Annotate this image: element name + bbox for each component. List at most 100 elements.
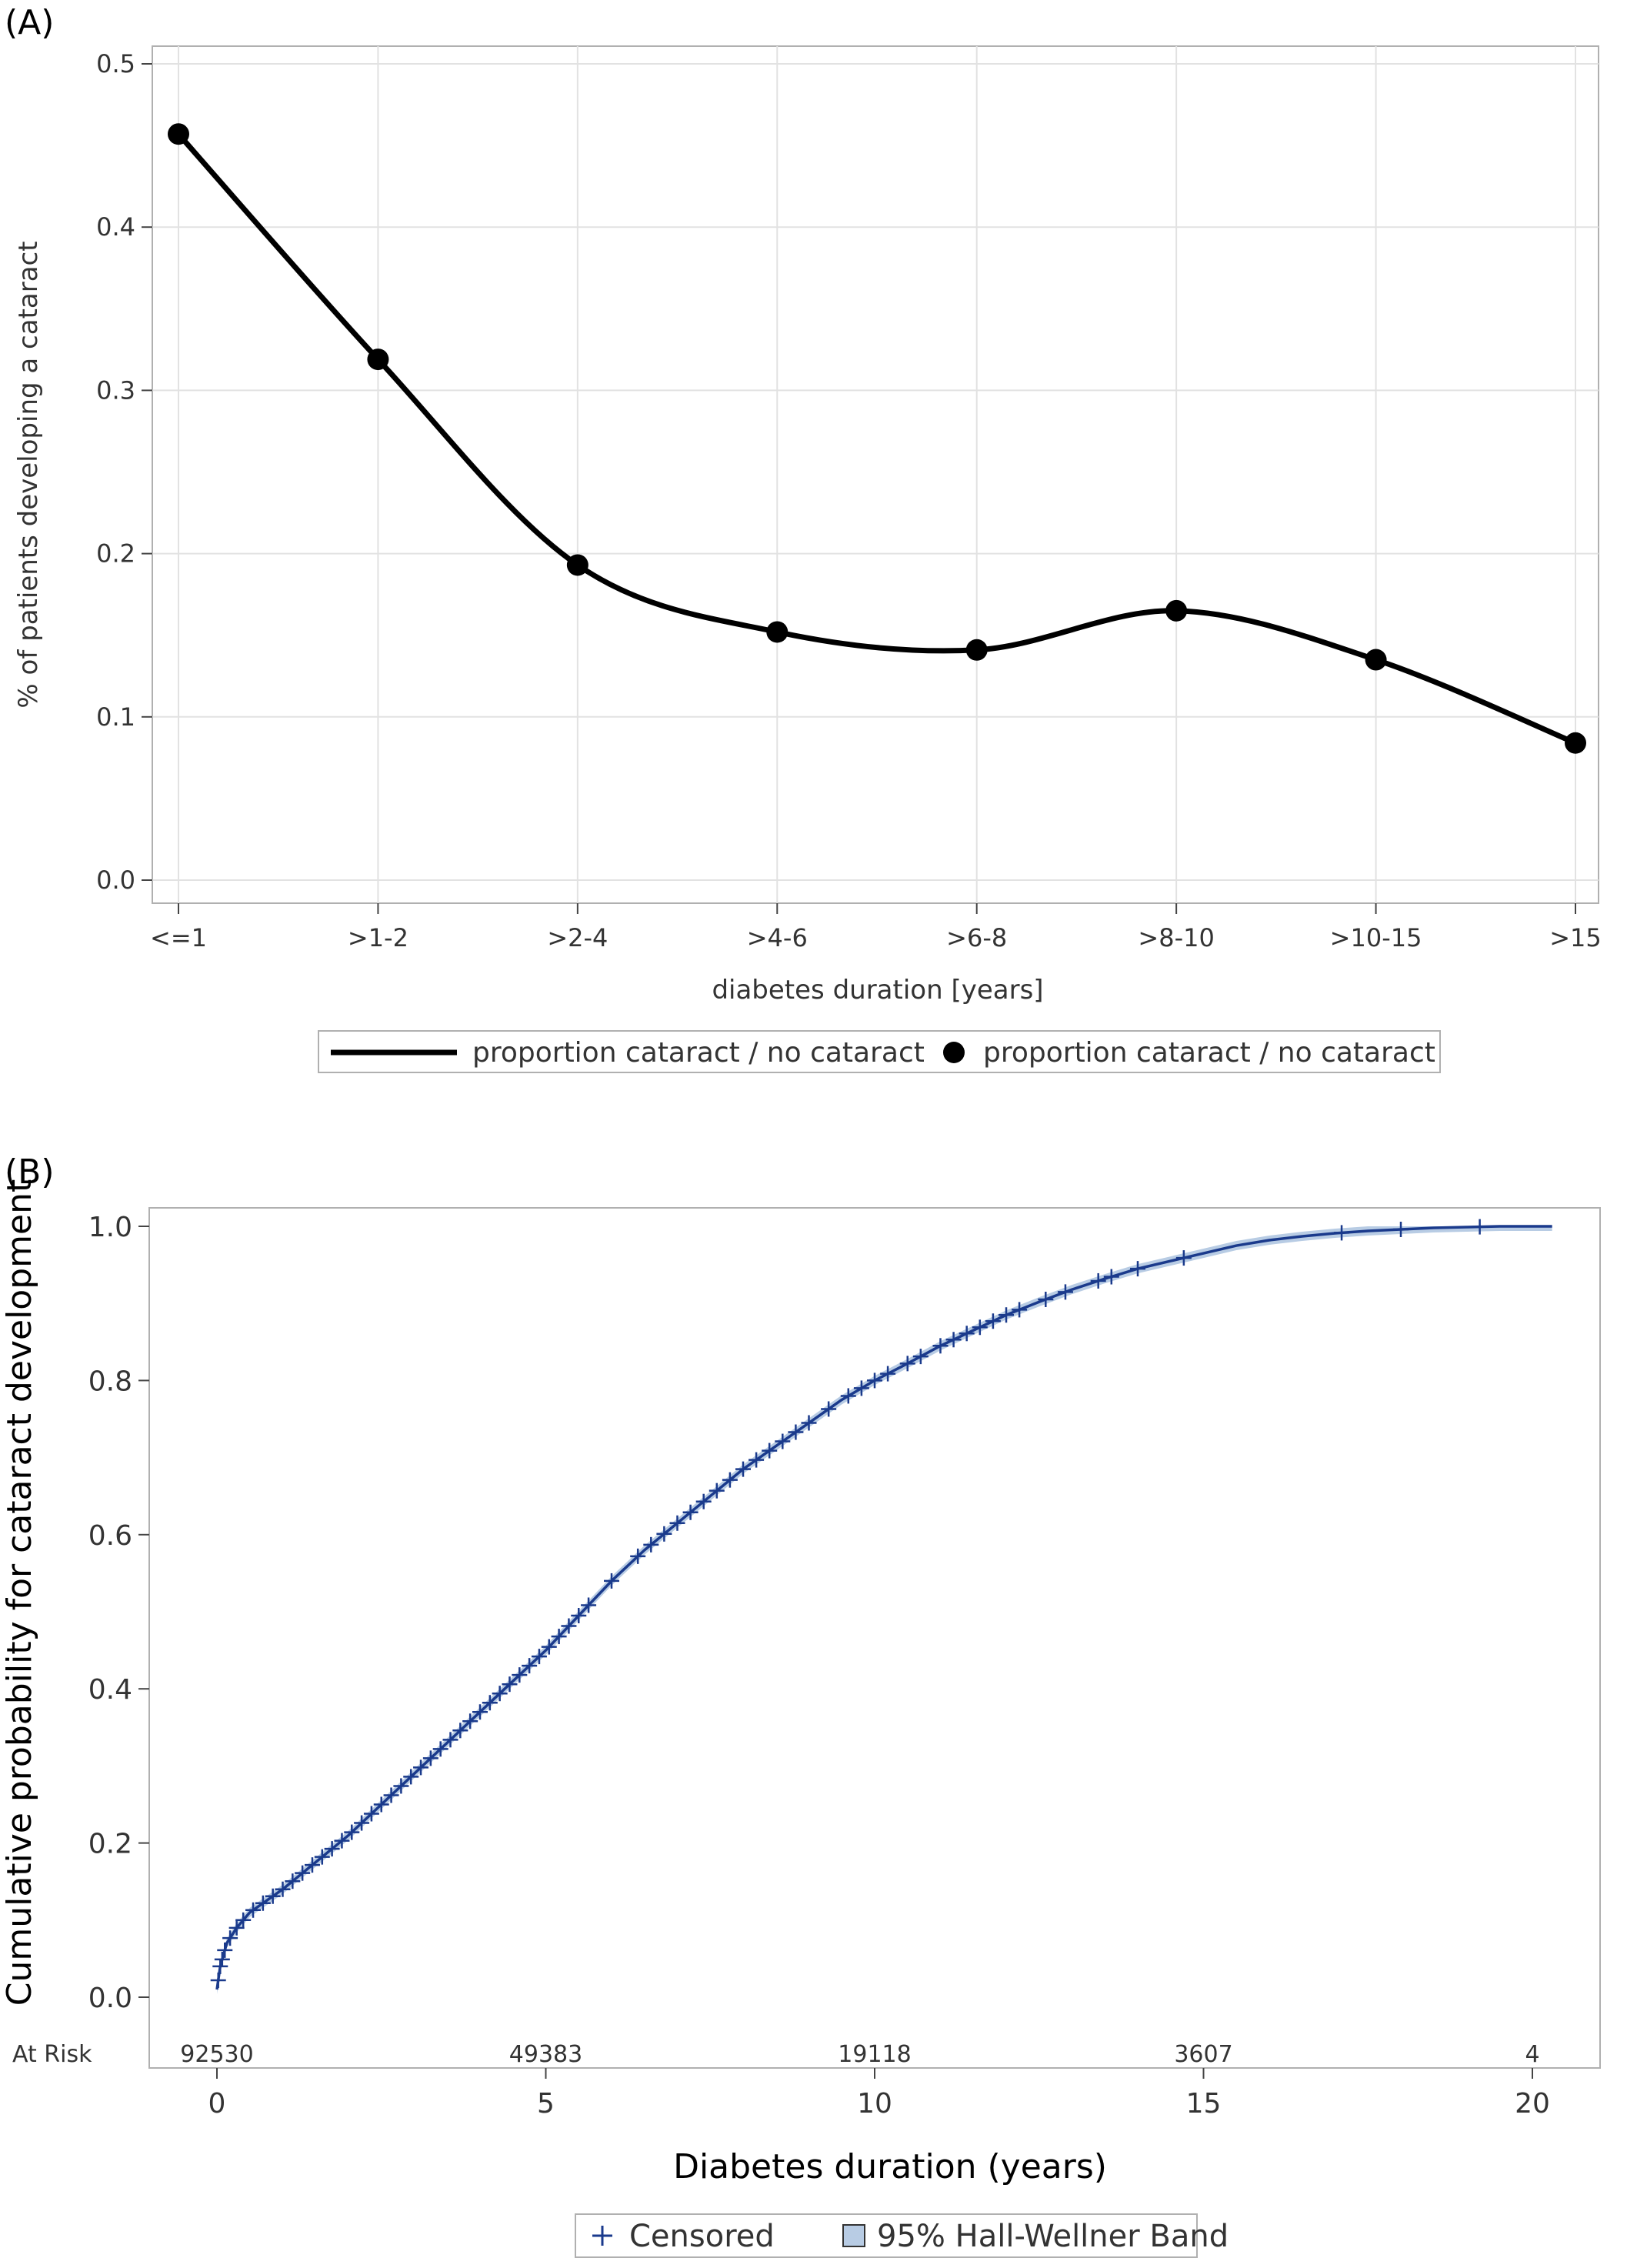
panel-a-x-tick-label: >10-15 xyxy=(1330,923,1422,952)
censored-plus-icon xyxy=(551,1629,567,1645)
panel-b-x-axis-label: Diabetes duration (years) xyxy=(673,2147,1107,2186)
censored-plus-icon xyxy=(422,1750,438,1766)
panel-a-point-4 xyxy=(965,639,988,661)
panel-b-legend-band-label: 95% Hall-Wellner Band xyxy=(877,2219,1229,2254)
censored-plus-icon xyxy=(722,1472,738,1488)
panel-b-legend-frame xyxy=(575,2213,1198,2258)
panel-a-legend-marker-label: proportion cataract / no cataract xyxy=(983,1037,1435,1069)
panel-b-plot-frame xyxy=(148,1207,1601,2069)
panel-b-x-tick-label: 15 xyxy=(1186,2088,1222,2120)
censored-plus-icon xyxy=(472,1704,488,1720)
panel-a-x-tick-label: <=1 xyxy=(150,923,207,952)
censored-plus-icon xyxy=(788,1424,804,1440)
censored-plus-icon xyxy=(735,1461,751,1477)
censored-plus-icon xyxy=(945,1332,962,1348)
censored-plus-icon xyxy=(324,1841,340,1857)
censored-plus-icon xyxy=(1103,1269,1119,1285)
censored-plus-icon xyxy=(1472,1219,1488,1235)
panel-a-legend-line-label: proportion cataract / no cataract xyxy=(472,1037,925,1069)
at-risk-count: 19118 xyxy=(838,2041,911,2068)
censored-plus-icon xyxy=(581,1597,597,1613)
censored-plus-icon xyxy=(1393,1222,1409,1238)
censored-plus-icon xyxy=(285,1873,301,1889)
censored-plus-icon xyxy=(1090,1272,1106,1289)
censored-plus-icon xyxy=(482,1695,498,1711)
censored-plus-icon xyxy=(1038,1291,1054,1307)
panel-a-x-tick-label: >8-10 xyxy=(1138,923,1214,952)
panel-b-censored-marks xyxy=(210,1219,1488,1988)
censored-plus-icon xyxy=(295,1865,311,1881)
censored-plus-icon xyxy=(354,1815,370,1831)
censored-plus-icon xyxy=(999,1307,1014,1323)
censored-plus-icon xyxy=(959,1326,975,1342)
censored-plus-icon xyxy=(604,1573,619,1589)
censored-plus-icon xyxy=(265,1888,281,1904)
panel-a-chart: 0.0 0.1 0.2 0.3 0.4 0.5 <=1 >1-2 >2-4 >4-6 >6-8 >8… xyxy=(13,45,1602,1073)
censored-plus-icon xyxy=(228,1919,245,1936)
panel-b-at-risk-values: 92530 49383 19118 3607 4 xyxy=(180,2041,1539,2068)
panel-b-legend: Censored 95% Hall-Wellner Band xyxy=(575,2213,1229,2258)
censored-plus-icon xyxy=(840,1388,856,1404)
censored-plus-icon xyxy=(212,1958,228,1974)
at-risk-label: At Risk xyxy=(12,2041,92,2068)
panel-a-point-6 xyxy=(1365,649,1387,671)
censored-plus-icon xyxy=(275,1881,291,1897)
censored-plus-icon xyxy=(985,1313,1001,1329)
censored-plus-icon xyxy=(541,1639,557,1655)
censored-plus-icon xyxy=(217,1942,233,1958)
at-risk-count: 3607 xyxy=(1174,2041,1232,2068)
censored-plus-icon xyxy=(708,1483,725,1499)
censored-plus-icon xyxy=(373,1796,389,1813)
panel-a-legend-frame xyxy=(318,1030,1441,1073)
censored-plus-icon xyxy=(880,1366,896,1382)
censored-plus-icon xyxy=(334,1833,350,1849)
censored-plus-icon xyxy=(867,1372,882,1389)
censored-plus-icon xyxy=(452,1723,468,1739)
panel-b-x-tick-label: 5 xyxy=(537,2088,555,2120)
censored-plus-icon xyxy=(314,1849,330,1865)
censored-plus-icon xyxy=(512,1667,528,1683)
censored-plus-icon xyxy=(363,1806,379,1822)
at-risk-count: 4 xyxy=(1525,2041,1539,2068)
censored-plus-icon xyxy=(762,1443,778,1459)
at-risk-count: 49383 xyxy=(509,2041,582,2068)
censored-plus-icon xyxy=(522,1658,538,1674)
censored-plus-icon xyxy=(344,1824,360,1840)
panel-b-chart: 0.0 0.2 0.4 0.6 0.8 1.0 0 5 10 15 20 At Risk 9253… xyxy=(0,1179,1601,2258)
panel-a-x-tick-label: >15 xyxy=(1549,923,1602,952)
panel-a-x-ticks: <=1 >1-2 >2-4 >4-6 >6-8 >8-10 >10-15 >15 xyxy=(150,903,1602,952)
censored-plus-icon xyxy=(669,1515,685,1531)
censored-plus-icon xyxy=(656,1526,672,1542)
legend-band-box-icon xyxy=(842,2224,865,2247)
panel-b-legend-censored-label: Censored xyxy=(629,2219,775,2254)
panel-a-gridlines xyxy=(152,46,1599,903)
censored-plus-icon xyxy=(245,1902,262,1918)
panel-a-y-tick-label: 0.1 xyxy=(96,702,135,732)
censored-plus-icon xyxy=(932,1338,949,1354)
censored-plus-icon xyxy=(492,1686,508,1702)
censored-plus-icon xyxy=(531,1649,547,1665)
panel-b-y-ticks: 0.0 0.2 0.4 0.6 0.8 1.0 xyxy=(88,1212,149,2014)
panel-b-y-tick-label: 0.8 xyxy=(88,1366,132,1397)
censored-plus-icon xyxy=(571,1608,587,1624)
panel-b-y-tick-label: 0.2 xyxy=(88,1829,132,1860)
panel-a-point-3 xyxy=(766,621,788,643)
censored-plus-icon xyxy=(1130,1261,1145,1277)
panel-a-plot-frame xyxy=(152,45,1599,904)
panel-a-point-5 xyxy=(1165,599,1188,622)
censored-plus-icon xyxy=(643,1536,659,1553)
censored-plus-icon xyxy=(235,1912,252,1928)
censored-plus-icon xyxy=(912,1349,929,1365)
panel-a-data-points xyxy=(168,123,1586,754)
panel-b-y-tick-label: 0.0 xyxy=(88,1983,132,2014)
censored-plus-icon xyxy=(1012,1302,1028,1318)
panel-b-y-tick-label: 0.4 xyxy=(88,1674,132,1706)
panel-a-y-tick-label: 0.5 xyxy=(96,49,135,78)
censored-plus-icon xyxy=(561,1618,577,1634)
panel-a-point-0 xyxy=(168,123,189,145)
panel-a-y-tick-label: 0.4 xyxy=(96,212,135,242)
panel-a-x-axis-label: diabetes duration [years] xyxy=(712,975,1043,1006)
legend-marker-swatch xyxy=(943,1042,965,1063)
panel-b-x-tick-label: 0 xyxy=(208,2088,226,2120)
censored-plus-icon xyxy=(255,1895,271,1911)
